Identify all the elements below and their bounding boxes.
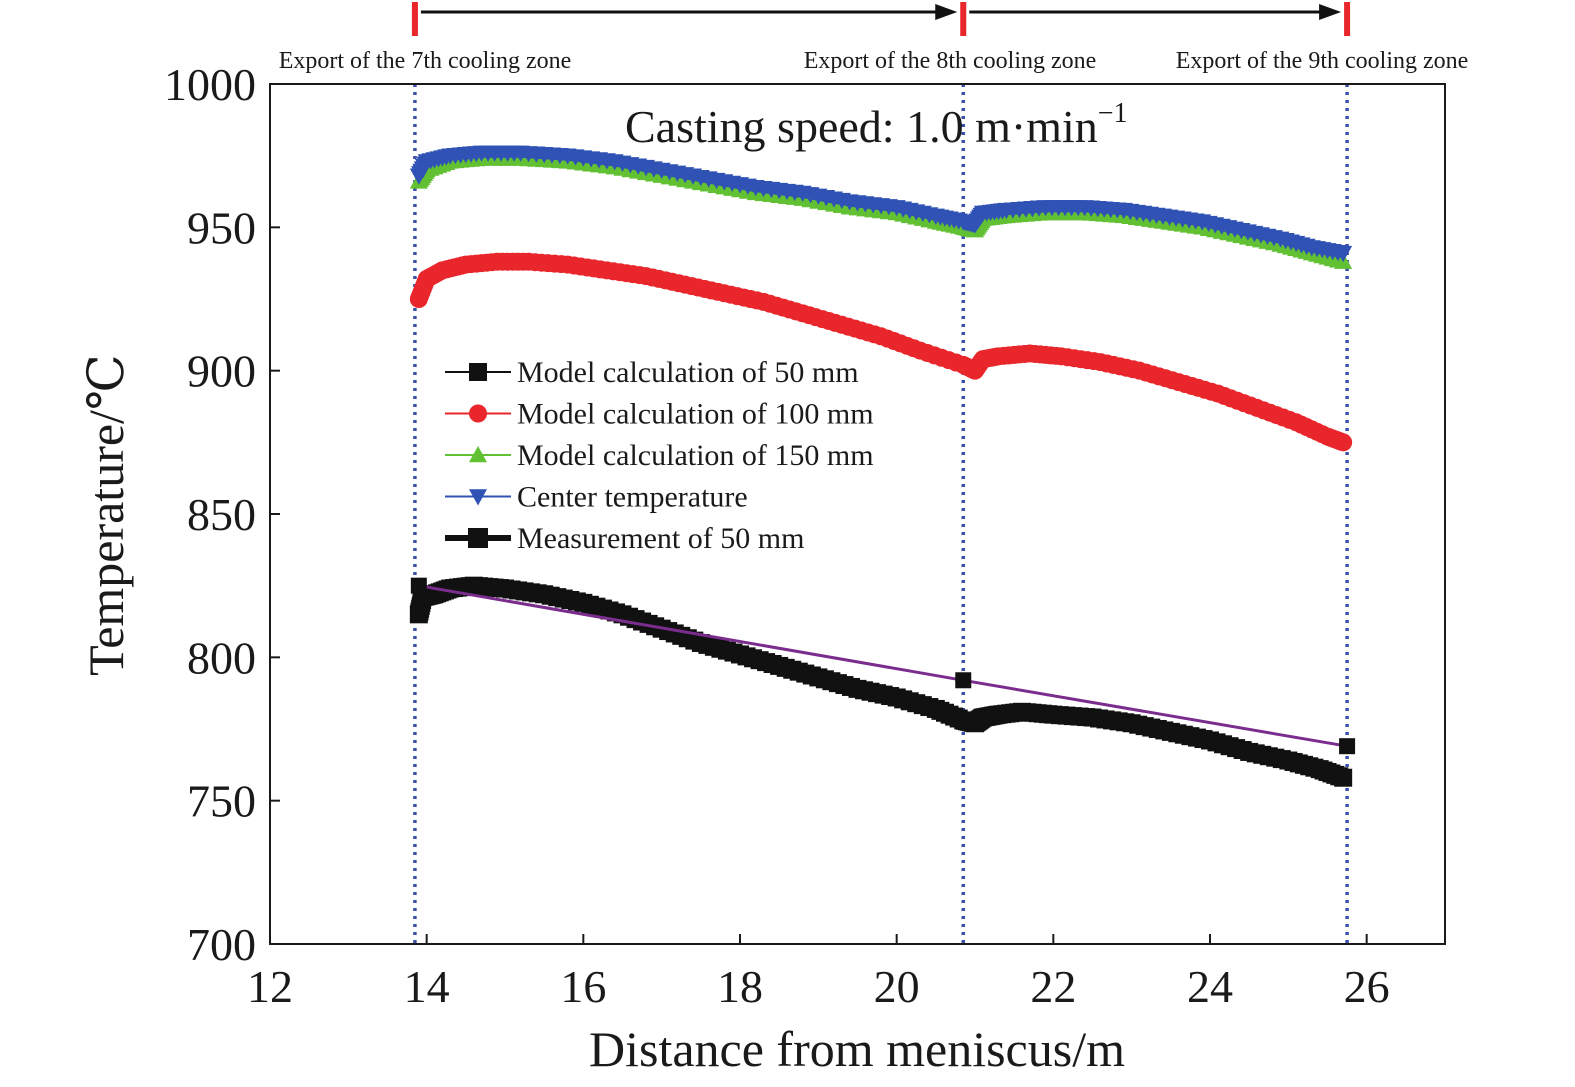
- legend-item: Measurement of 50 mm: [445, 522, 804, 555]
- casting-speed-superscript: −1: [1098, 98, 1128, 129]
- series-model-calculation-of-100-mm: [409, 252, 1353, 452]
- data-point: [955, 672, 972, 689]
- x-tick-label: 16: [560, 961, 606, 1012]
- cooling-zone-layer: Export of the 7th cooling zone Export of …: [279, 2, 1469, 944]
- legend: Model calculation of 50 mm Model calculat…: [445, 356, 874, 555]
- legend-label: Measurement of 50 mm: [517, 522, 804, 555]
- legend-item: Model calculation of 50 mm: [445, 356, 859, 389]
- zone-arrow-head: [1319, 4, 1342, 20]
- x-tick-label: 12: [247, 961, 293, 1012]
- series-model-calculation-of-50-mm: [409, 576, 1353, 787]
- legend-marker: [469, 363, 487, 381]
- data-point: [410, 577, 427, 594]
- legend-item: Center temperature: [445, 481, 748, 514]
- y-tick-label: 700: [187, 919, 256, 970]
- legend-label: Center temperature: [517, 481, 748, 514]
- x-tick-label: 14: [404, 961, 450, 1012]
- x-tick-label: 24: [1187, 961, 1233, 1012]
- casting-speed-annotation: Casting speed: 1.0 m·min−1: [625, 98, 1128, 152]
- data-point: [1339, 738, 1356, 755]
- y-tick-label: 850: [187, 489, 256, 540]
- y-tick-label: 950: [187, 202, 256, 253]
- series-layer: [409, 145, 1356, 787]
- legend-marker: [469, 489, 487, 506]
- y-tick-label: 1000: [164, 59, 256, 110]
- x-tick-label: 22: [1030, 961, 1076, 1012]
- legend-label: Model calculation of 100 mm: [517, 398, 874, 431]
- y-tick-label: 750: [187, 776, 256, 827]
- zone-label: Export of the 8th cooling zone: [804, 48, 1097, 74]
- legend-item: Model calculation of 150 mm: [445, 439, 874, 472]
- axis-ticks: 12 14 16 18 20 22 24 26 700 750 800 850 900 950 1000: [164, 59, 1390, 1012]
- x-tick-label: 20: [874, 961, 920, 1012]
- data-point: [1334, 433, 1353, 452]
- y-axis-label: Temperature/℃: [78, 354, 134, 676]
- zone-label: Export of the 9th cooling zone: [1176, 48, 1469, 74]
- x-tick-label: 18: [717, 961, 763, 1012]
- series-center-temperature: [409, 145, 1353, 263]
- zone-label: Export of the 7th cooling zone: [279, 48, 572, 74]
- data-point: [1334, 768, 1353, 787]
- zone-arrow-head: [935, 4, 958, 20]
- legend-label: Model calculation of 150 mm: [517, 439, 874, 472]
- legend-marker: [469, 404, 487, 423]
- series-measurement-of-50-mm: [410, 577, 1356, 755]
- series-line: [418, 584, 1348, 748]
- legend-marker: [468, 528, 488, 548]
- casting-speed-text: Casting speed: 1.0 m·min: [625, 101, 1098, 152]
- x-tick-label: 26: [1344, 961, 1390, 1012]
- data-point: [1334, 245, 1353, 263]
- y-tick-label: 900: [187, 346, 256, 397]
- y-tick-label: 800: [187, 632, 256, 683]
- legend-item: Model calculation of 100 mm: [445, 398, 874, 431]
- legend-label: Model calculation of 50 mm: [517, 356, 859, 389]
- legend-marker: [469, 446, 487, 463]
- x-axis-label: Distance from meniscus/m: [589, 1021, 1125, 1077]
